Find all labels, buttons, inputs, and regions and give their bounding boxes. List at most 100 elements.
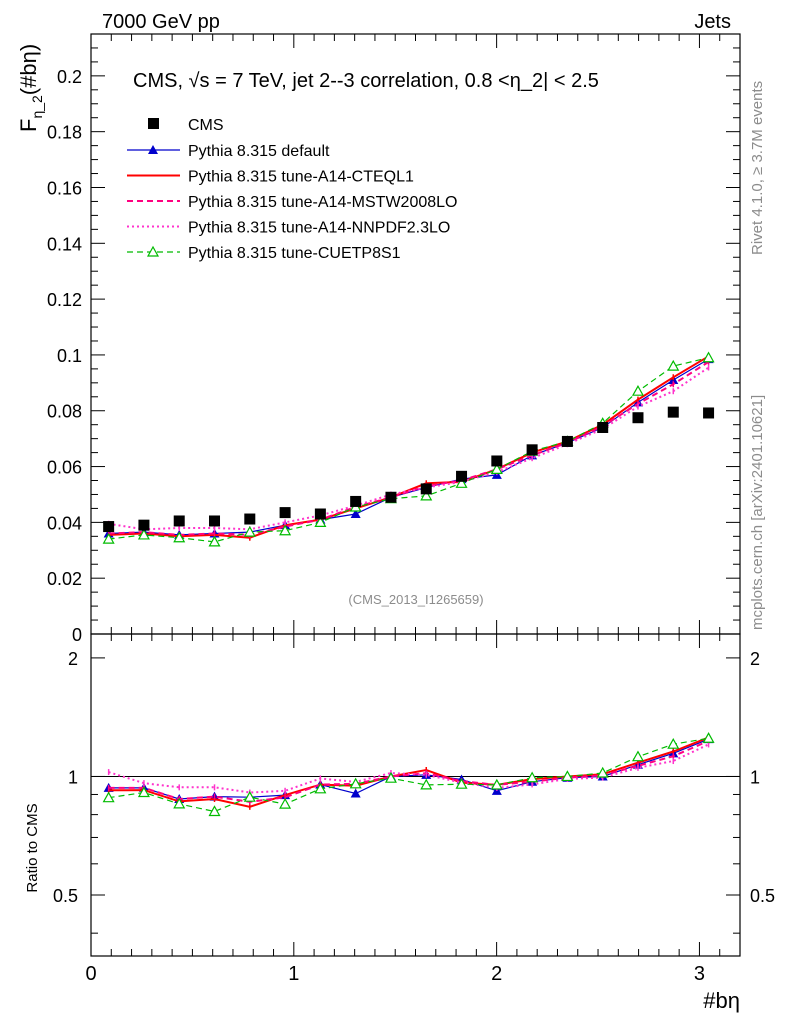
y-tick-label: 0.2 — [57, 67, 82, 87]
series-point — [102, 532, 115, 544]
data-point — [561, 435, 573, 447]
ratio-point — [350, 788, 361, 798]
ratio-point — [420, 778, 433, 790]
ratio-axis-label: Ratio to CMS — [24, 803, 41, 892]
legend-entry-2: Pythia 8.315 tune-A14-MSTW2008LO — [127, 194, 457, 211]
ratio-line-3 — [108, 743, 710, 794]
y-axis-label: Fη_2(#bη) — [16, 44, 45, 132]
ratio-point — [314, 782, 327, 794]
ratio-point — [384, 771, 397, 783]
series-point — [279, 524, 292, 536]
data-point — [209, 515, 221, 527]
data-point — [173, 515, 185, 527]
y-tick-label: 0.1 — [57, 346, 82, 366]
y-axis-label-arg: (#bη) — [16, 44, 41, 95]
data-point — [385, 491, 397, 503]
ratio-series-group — [102, 732, 715, 817]
ratio-point — [526, 771, 539, 783]
legend-marker-0 — [148, 145, 158, 154]
ratio-tick-label: 0.5 — [53, 886, 78, 906]
ratio-point — [490, 778, 503, 790]
x-tick-label: 1 — [288, 963, 299, 985]
series-point — [667, 359, 680, 371]
y-tick-label: 0.16 — [47, 178, 82, 198]
axis-ticks — [90, 34, 741, 956]
legend-label-2: Pythia 8.315 tune-A14-MSTW2008LO — [188, 194, 457, 211]
series-point — [631, 384, 645, 396]
side-label-upper: Rivet 4.1.0, ≥ 3.7M events — [749, 81, 766, 255]
series-point — [420, 489, 433, 501]
y-tick-label: 0.06 — [47, 458, 82, 478]
series-point — [173, 531, 186, 543]
series-line-0 — [108, 358, 709, 536]
ratio-line-1 — [108, 736, 709, 808]
header-right: Jets — [694, 11, 731, 33]
ratio-tick-label-right: 2 — [750, 649, 760, 669]
ratio-point — [102, 791, 115, 803]
ratio-point — [137, 786, 150, 798]
series-point — [314, 516, 327, 527]
y-tick-label: 0.02 — [47, 569, 82, 589]
data-point — [597, 421, 609, 433]
data-point — [314, 508, 326, 520]
chart-watermark: (CMS_2013_I1265659) — [348, 592, 483, 607]
ratio-point — [173, 797, 186, 809]
y-tick-label: 0.08 — [47, 402, 82, 422]
legend-label-3: Pythia 8.315 tune-A14-NNPDF2.3LO — [188, 220, 450, 237]
ratio-point — [208, 805, 221, 817]
series-point — [137, 528, 150, 540]
series-point — [350, 509, 361, 518]
ratio-point — [702, 732, 715, 743]
series-point — [208, 535, 221, 547]
ratio-point — [243, 790, 256, 802]
y-tick-label: 0 — [72, 625, 82, 645]
ratio-line-4 — [108, 737, 709, 813]
header-left: 7000 GeV pp — [102, 11, 220, 33]
ratio-tick-label: 1 — [68, 767, 78, 787]
legend-entry-4: Pythia 8.315 tune-CUETP8S1 — [127, 245, 401, 262]
series-point — [702, 351, 715, 363]
ratio-point — [455, 777, 468, 789]
side-label-lower: mcplots.cern.ch [arXiv:2401.10621] — [749, 395, 766, 630]
legend-entry-cms: CMS — [148, 117, 224, 134]
series-line-1 — [108, 355, 710, 539]
data-point — [632, 412, 644, 424]
ratio-point — [667, 737, 680, 749]
data-point — [103, 521, 115, 533]
axis-tick-labels: 0 1 2 3 0 0.02 0.04 0.06 0.08 0.1 0.12 0.14 0.16 0.18… — [47, 67, 775, 985]
series-line-3 — [108, 366, 710, 531]
legend-label-4: Pythia 8.315 tune-CUETP8S1 — [188, 245, 401, 262]
legend-entry-1: Pythia 8.315 tune-A14-CTEQL1 — [127, 169, 414, 186]
series-point — [490, 463, 503, 474]
series-point — [243, 525, 256, 537]
data-point — [244, 513, 256, 525]
data-points — [103, 406, 715, 533]
data-point — [279, 507, 291, 519]
chart-title: CMS, √s = 7 TeV, jet 2--3 correlation, 0… — [133, 70, 599, 92]
legend-entry-0: Pythia 8.315 default — [127, 143, 330, 160]
ratio-point — [631, 750, 645, 762]
series-line-2 — [108, 361, 710, 536]
legend-marker-4 — [146, 245, 160, 257]
legend-label-cms: CMS — [188, 117, 224, 134]
legend-label-1: Pythia 8.315 tune-A14-CTEQL1 — [188, 169, 414, 186]
x-tick-label: 0 — [85, 963, 96, 985]
ratio-point — [561, 770, 574, 782]
data-point — [350, 495, 362, 507]
ratio-tick-label-right: 0.5 — [750, 886, 775, 906]
ratio-point — [349, 777, 362, 789]
ratio-panel-frame — [90, 633, 741, 957]
series-point — [455, 477, 468, 488]
legend-entry-3: Pythia 8.315 tune-A14-NNPDF2.3LO — [127, 220, 450, 237]
legend-marker-cms — [148, 118, 159, 129]
data-point — [456, 470, 468, 482]
x-tick-label: 3 — [694, 963, 705, 985]
legend-label-0: Pythia 8.315 default — [188, 143, 330, 160]
data-point — [526, 444, 538, 456]
y-tick-label: 0.14 — [47, 234, 82, 254]
data-point — [138, 519, 150, 531]
ratio-tick-label-right: 1 — [750, 767, 760, 787]
y-tick-label: 0.12 — [47, 290, 82, 310]
data-point — [703, 407, 715, 419]
x-tick-label: 2 — [491, 963, 502, 985]
